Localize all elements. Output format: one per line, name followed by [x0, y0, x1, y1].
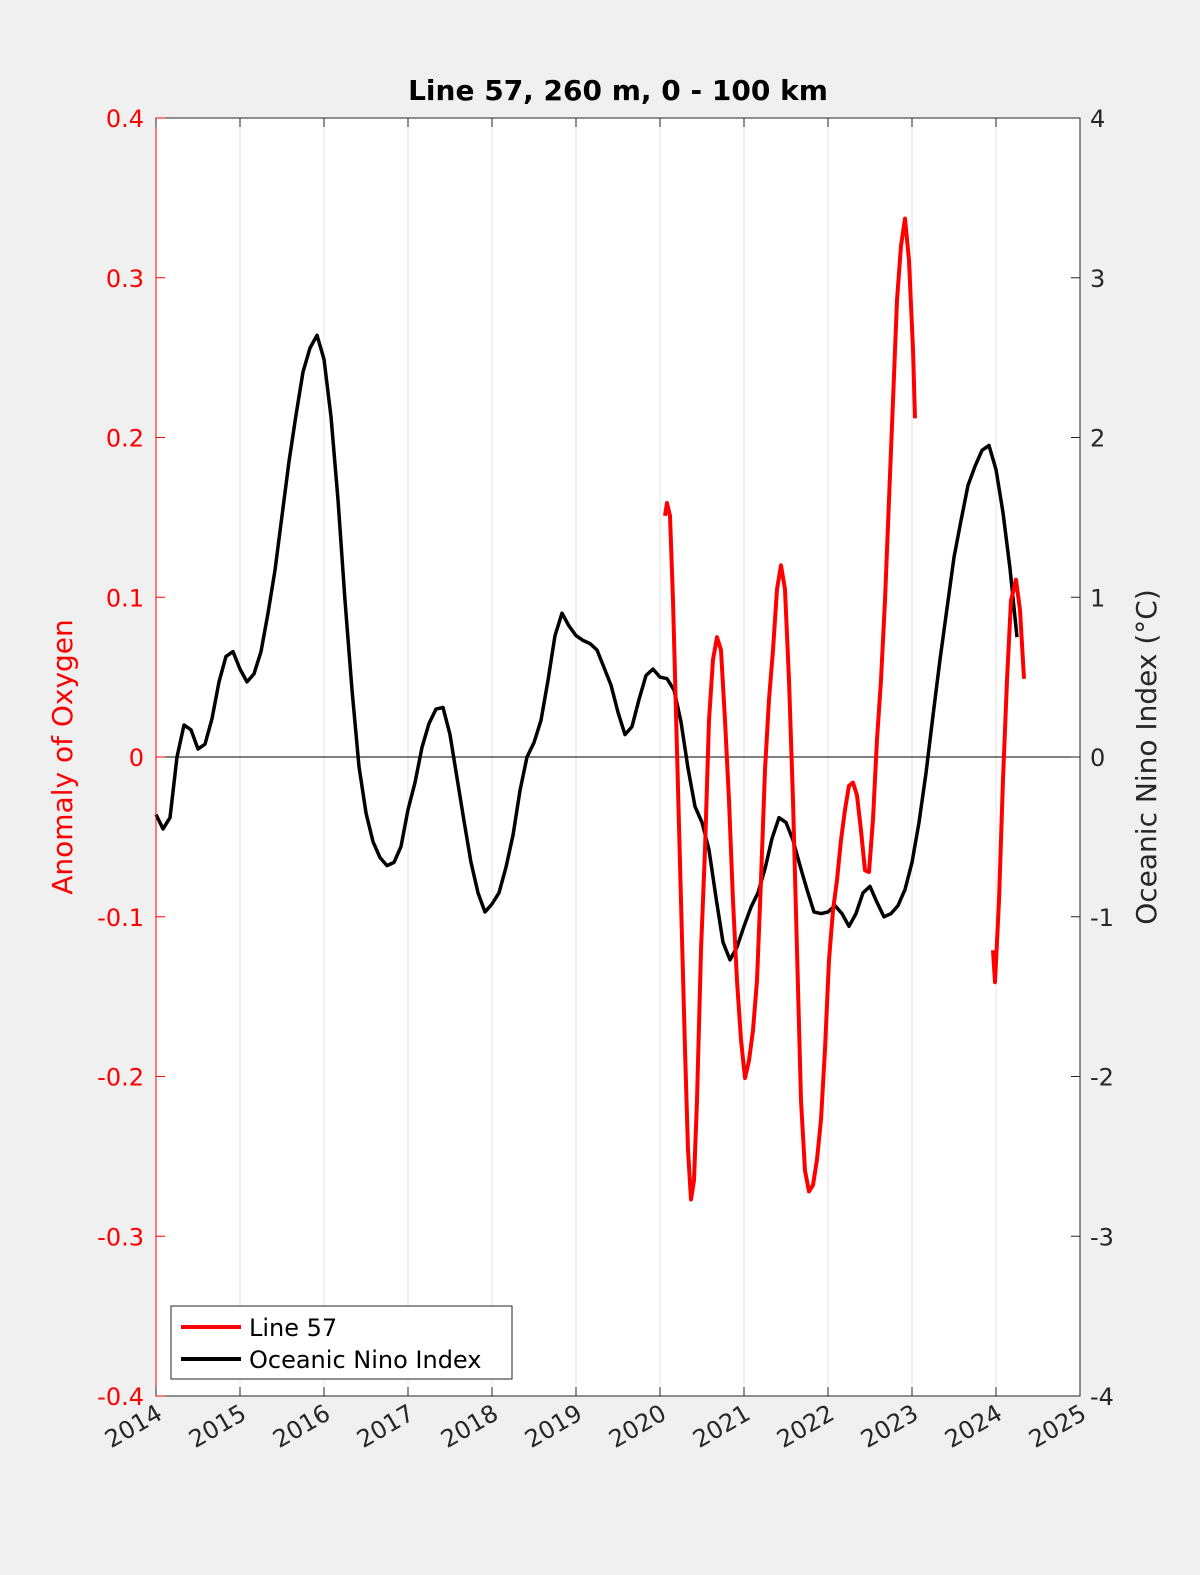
- legend: Line 57 Oceanic Nino Index: [170, 1305, 513, 1380]
- x-tick-label: 2015: [184, 1399, 251, 1454]
- ticks-group: 2 0 1 4 2015 2016 2017 2018 2019 2020 2021 2022 2023…: [97, 105, 1114, 1454]
- x-tick-label: 2017: [352, 1399, 419, 1454]
- x-tick-label: 2019: [520, 1399, 587, 1454]
- x-tick-label: 2021: [688, 1399, 755, 1454]
- y-right-tick-label: 0: [1090, 744, 1105, 772]
- legend-label-oni: Oceanic Nino Index: [249, 1346, 481, 1374]
- y-left-tick-label: -0.4: [97, 1383, 144, 1411]
- x-tick-label: 2020: [604, 1399, 671, 1454]
- y-right-tick-label: 2: [1090, 425, 1105, 453]
- y-right-tick-label: -2: [1090, 1064, 1114, 1092]
- y-right-tick-label: 4: [1090, 105, 1105, 133]
- x-tick-label: 2016: [268, 1399, 335, 1454]
- y-axis-left-label: Anomaly of Oxygen: [46, 619, 79, 895]
- y-left-tick-label: 0.1: [106, 584, 144, 612]
- x-tick-label: 2023: [856, 1399, 923, 1454]
- y-right-tick-label: -4: [1090, 1383, 1114, 1411]
- y-axis-right-label: Oceanic Nino Index (°C): [1130, 589, 1163, 925]
- x-tick-label: 2024: [940, 1399, 1007, 1454]
- x-tick-label: 2018: [436, 1399, 503, 1454]
- series-group: [154, 216, 1026, 1202]
- y-left-tick-label: 0.2: [106, 425, 144, 453]
- y-right-tick-label: 3: [1090, 265, 1105, 293]
- series-line-line57-segment-1: [663, 216, 917, 1202]
- y-left-tick-label: -0.2: [97, 1064, 144, 1092]
- y-left-tick-label: 0: [129, 744, 144, 772]
- y-left-tick-label: -0.1: [97, 904, 144, 932]
- y-right-tick-label: -1: [1090, 904, 1114, 932]
- series-line-oceanic-nino-index: [154, 333, 1019, 962]
- series-line-line57-segment-2: [991, 577, 1026, 985]
- legend-box: [170, 1305, 513, 1380]
- x-tick-label: 2025: [1024, 1399, 1091, 1454]
- y-right-tick-label: 1: [1090, 584, 1105, 612]
- y-left-tick-label: -0.3: [97, 1223, 144, 1251]
- legend-label-line57: Line 57: [249, 1314, 337, 1342]
- y-right-tick-label: -3: [1090, 1223, 1114, 1251]
- y-left-tick-label: 0.4: [106, 105, 144, 133]
- y-left-tick-label: 0.3: [106, 265, 144, 293]
- x-tick-label: 2022: [772, 1399, 839, 1454]
- chart-title: Line 57, 260 m, 0 - 100 km: [408, 74, 828, 107]
